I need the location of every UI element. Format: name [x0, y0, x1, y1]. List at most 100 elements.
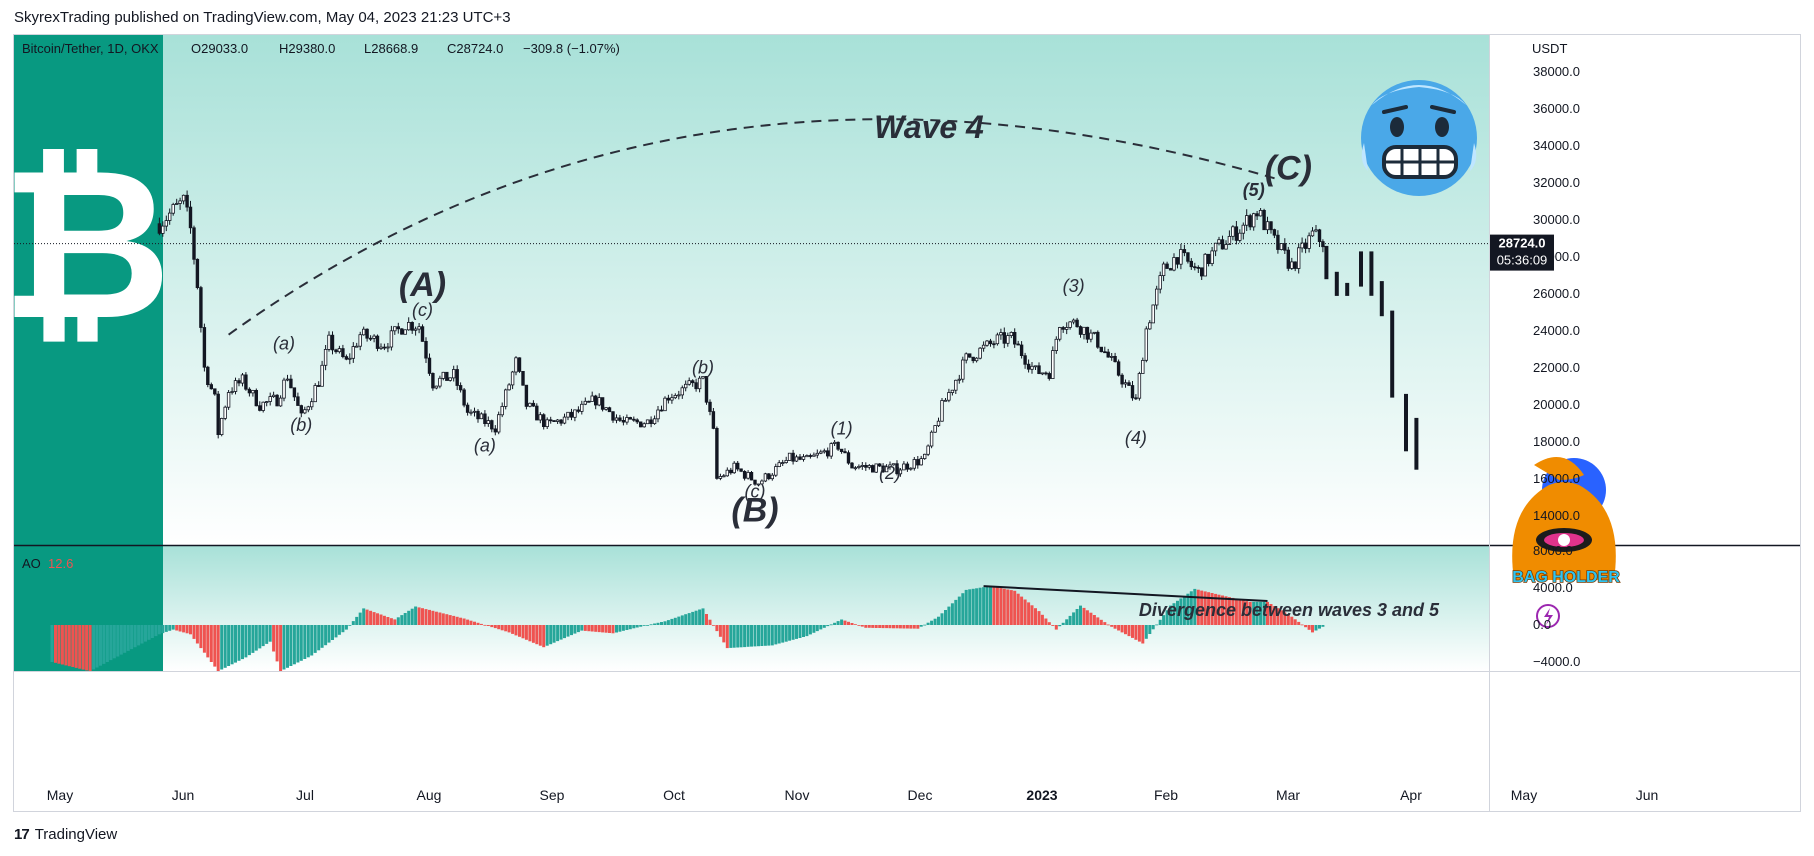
price-tick-label: 24000.0: [1533, 323, 1580, 338]
ao-bar: [344, 625, 348, 630]
ao-bar: [556, 625, 560, 642]
candle-body: [781, 462, 785, 465]
candle-body: [1082, 326, 1086, 335]
last-price-tag[interactable]: 28724.0 05:36:09: [1490, 234, 1554, 271]
candle-body: [496, 414, 501, 433]
ao-bar: [1051, 625, 1055, 626]
candle-body: [161, 225, 165, 234]
ao-bar: [1300, 624, 1304, 626]
ao-bar: [777, 625, 781, 644]
candle-body: [718, 475, 723, 479]
ao-bar: [220, 625, 224, 670]
candle-body: [1144, 328, 1148, 361]
candle-body: [514, 357, 518, 373]
candle-body: [434, 385, 439, 389]
ao-bar: [157, 625, 161, 635]
ao-tick-label: 4000.0: [1533, 580, 1573, 595]
candle-body: [316, 385, 321, 387]
ao-bar: [1314, 625, 1318, 631]
ao-bar: [542, 625, 546, 648]
ao-bar: [829, 624, 833, 626]
candle-body: [337, 348, 342, 353]
ao-bar: [1269, 604, 1273, 625]
ao-bar: [1137, 625, 1141, 642]
candle-body: [303, 409, 307, 414]
chart-canvas[interactable]: ₿ Wave 4(A)(c)(a)(b)(a)(b)(c)(B)(1)(2)(3)…: [14, 35, 1801, 812]
candle-body: [1224, 244, 1228, 250]
candle-body: [964, 353, 968, 361]
candle-body: [1234, 226, 1239, 241]
candle-body: [711, 411, 716, 429]
ao-bar: [396, 617, 400, 625]
price-tick-label: 36000.0: [1533, 101, 1580, 116]
ao-bar: [320, 625, 324, 648]
candle-body: [1068, 321, 1072, 328]
ao-bar: [905, 625, 909, 629]
ao-bar: [431, 610, 435, 625]
wave-label: (a): [273, 334, 295, 354]
ao-bar: [168, 625, 172, 631]
candle-body: [1061, 327, 1065, 330]
ao-bar: [864, 625, 868, 628]
ao-bar: [992, 586, 996, 625]
ao-bar: [1224, 596, 1228, 625]
ao-bar: [60, 625, 64, 665]
candle-body: [282, 379, 286, 399]
candle-body: [1206, 253, 1211, 265]
candle-body: [455, 369, 459, 386]
ao-bar: [885, 625, 889, 629]
candle-body: [815, 452, 819, 456]
ohlc-legend: Bitcoin/Tether, 1D, OKX O29033.0 H29380.0 L…: [22, 41, 620, 56]
time-tick-label: Aug: [417, 787, 442, 803]
candle-body: [663, 397, 667, 412]
wave-label: (b): [692, 358, 714, 378]
lightning-icon[interactable]: [1536, 604, 1560, 628]
ao-bar: [479, 623, 483, 625]
candle-body: [677, 394, 681, 397]
candle-body: [438, 377, 442, 387]
candle-body: [500, 405, 504, 416]
ao-bar: [722, 625, 726, 643]
ao-bar: [850, 623, 854, 625]
candle-body: [1217, 239, 1221, 244]
candle-body: [767, 473, 771, 480]
ao-bar: [618, 625, 622, 632]
candle-body: [600, 397, 605, 410]
candles: [157, 190, 1419, 487]
ao-bar: [871, 625, 875, 628]
ao-bar: [171, 625, 175, 630]
candle-body: [1089, 332, 1093, 340]
ao-bar: [292, 625, 296, 665]
ao-bar: [1044, 618, 1048, 625]
candle-body: [320, 364, 324, 387]
ao-bar: [867, 625, 871, 628]
ao-bar: [1193, 588, 1197, 625]
candle-body: [552, 420, 556, 423]
ao-bar: [521, 625, 525, 639]
ao-bar: [746, 625, 750, 647]
wave-label: (c): [412, 300, 433, 320]
ao-bar: [85, 625, 89, 671]
candle-body: [787, 452, 792, 461]
time-axis[interactable]: [14, 671, 1801, 812]
ao-bar: [448, 615, 452, 625]
ao-bar: [750, 625, 753, 647]
footer-brand[interactable]: TradingView: [34, 826, 118, 843]
ao-bar: [421, 608, 424, 625]
ao-bar: [923, 624, 927, 626]
candle-body: [687, 380, 691, 385]
candle-body: [1127, 382, 1131, 386]
candle-body: [486, 420, 490, 425]
ao-bar: [1231, 597, 1235, 625]
ao-bar: [573, 625, 577, 634]
ao-bar: [1290, 616, 1294, 625]
ao-bar: [1276, 608, 1280, 625]
chart-frame: ₿ Wave 4 (A) (c) (a) (b) (a) (b) (c) (B) (1) (2) (3)…: [13, 34, 1801, 812]
candle-body: [1019, 344, 1024, 357]
candle-body: [853, 467, 858, 470]
ao-bar: [140, 625, 144, 644]
ao-bar: [268, 625, 272, 642]
ao-bar: [466, 619, 470, 625]
wave-4-arc: [228, 118, 1279, 336]
candle-body: [1186, 252, 1190, 262]
